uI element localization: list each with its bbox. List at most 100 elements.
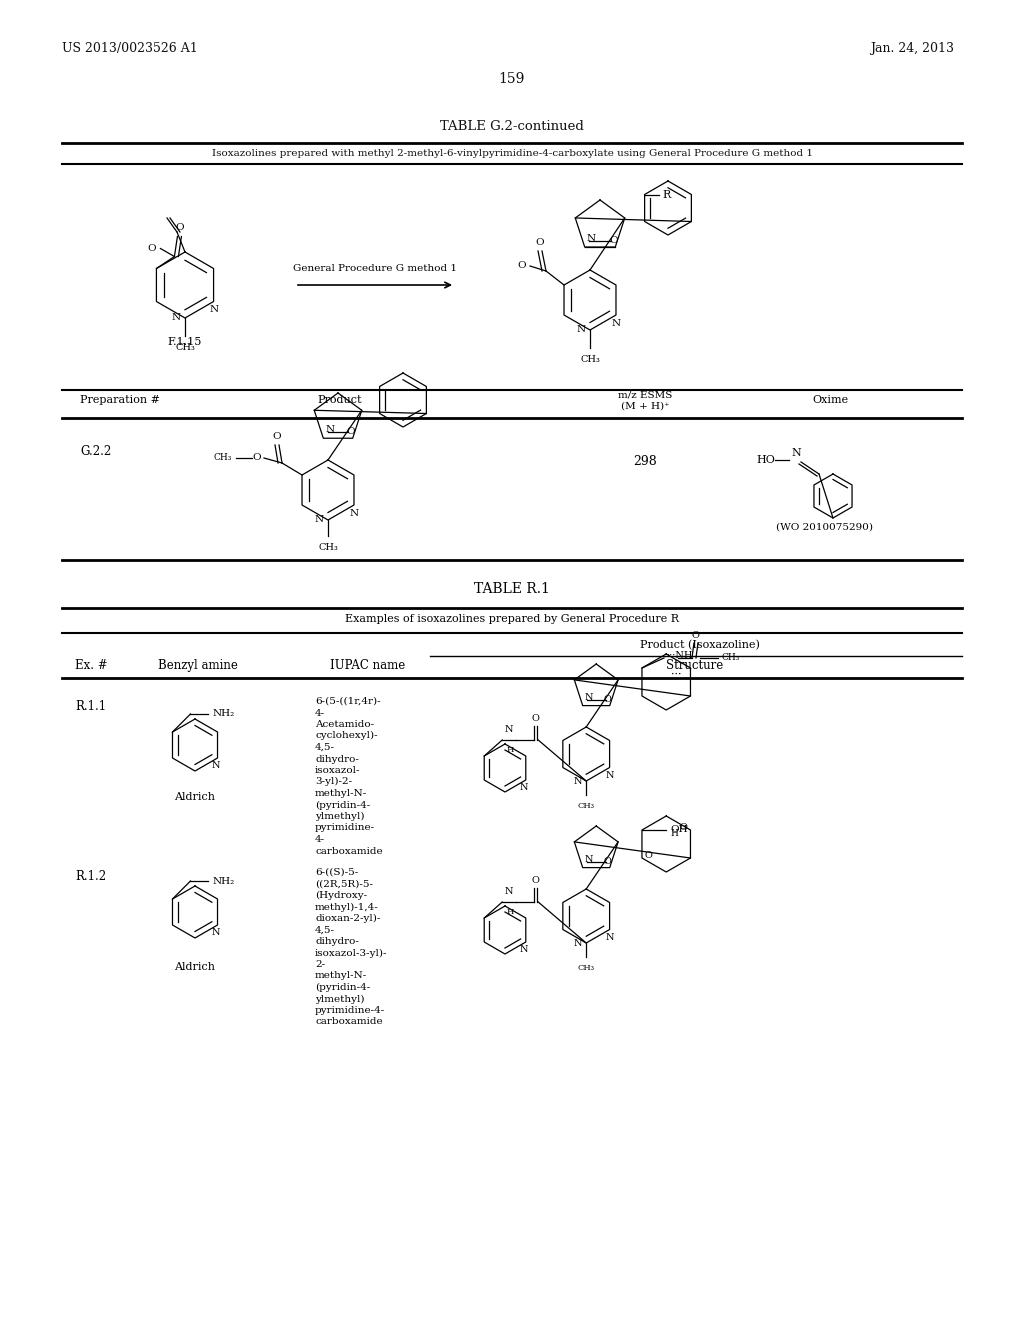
- Text: 159: 159: [499, 73, 525, 86]
- Text: pyrimidine-: pyrimidine-: [315, 824, 375, 833]
- Text: ···NH: ···NH: [666, 652, 692, 660]
- Text: CH₃: CH₃: [175, 343, 195, 352]
- Text: methyl)-1,4-: methyl)-1,4-: [315, 903, 379, 912]
- Text: O: O: [680, 824, 687, 833]
- Text: TABLE G.2-continued: TABLE G.2-continued: [440, 120, 584, 133]
- Text: Jan. 24, 2013: Jan. 24, 2013: [870, 42, 954, 55]
- Text: 4-: 4-: [315, 836, 326, 843]
- Text: O: O: [691, 631, 699, 640]
- Text: methyl-N-: methyl-N-: [315, 789, 368, 799]
- Text: Aldrich: Aldrich: [174, 792, 215, 803]
- Text: Preparation #: Preparation #: [80, 395, 160, 405]
- Text: OH: OH: [670, 825, 687, 834]
- Text: 2-: 2-: [315, 960, 326, 969]
- Text: dihydro-: dihydro-: [315, 937, 358, 946]
- Text: 4,5-: 4,5-: [315, 743, 335, 752]
- Text: Examples of isoxazolines prepared by General Procedure R: Examples of isoxazolines prepared by Gen…: [345, 614, 679, 624]
- Text: isoxazol-: isoxazol-: [315, 766, 360, 775]
- Text: N: N: [611, 319, 621, 327]
- Text: N: N: [605, 933, 613, 942]
- Text: CH₃: CH₃: [318, 543, 338, 552]
- Text: carboxamide: carboxamide: [315, 846, 383, 855]
- Text: Structure: Structure: [667, 659, 724, 672]
- Text: O: O: [531, 714, 540, 723]
- Text: (pyridin-4-: (pyridin-4-: [315, 800, 371, 809]
- Text: dihydro-: dihydro-: [315, 755, 358, 763]
- Text: Product: Product: [317, 395, 362, 405]
- Text: H: H: [507, 908, 514, 916]
- Text: IUPAC name: IUPAC name: [331, 659, 406, 672]
- Text: Oxime: Oxime: [812, 395, 848, 405]
- Text: O: O: [604, 694, 611, 704]
- Text: O: O: [252, 454, 261, 462]
- Text: O: O: [272, 432, 282, 441]
- Text: CH₃: CH₃: [578, 803, 595, 810]
- Text: N: N: [791, 447, 801, 458]
- Text: ···: ···: [671, 671, 682, 680]
- Text: N: N: [505, 887, 513, 896]
- Text: Acetamido-: Acetamido-: [315, 719, 374, 729]
- Text: N: N: [326, 425, 335, 434]
- Text: N: N: [573, 939, 583, 948]
- Text: O: O: [609, 236, 617, 246]
- Text: F.1.15: F.1.15: [168, 337, 202, 347]
- Text: (WO 2010075290): (WO 2010075290): [776, 523, 873, 532]
- Text: O: O: [531, 876, 540, 884]
- Text: dioxan-2-yl)-: dioxan-2-yl)-: [315, 913, 380, 923]
- Text: NH₂: NH₂: [213, 710, 234, 718]
- Text: Product (Isoxazoline): Product (Isoxazoline): [640, 640, 760, 649]
- Text: O: O: [645, 851, 653, 861]
- Text: US 2013/0023526 A1: US 2013/0023526 A1: [62, 42, 198, 55]
- Text: ylmethyl): ylmethyl): [315, 994, 365, 1003]
- Text: N: N: [587, 234, 596, 243]
- Text: N: N: [349, 510, 358, 517]
- Text: HO: HO: [756, 455, 775, 465]
- Text: N: N: [172, 314, 181, 322]
- Text: CH₃: CH₃: [578, 964, 595, 972]
- Text: N: N: [577, 326, 586, 334]
- Text: (pyridin-4-: (pyridin-4-: [315, 983, 371, 993]
- Text: cyclohexyl)-: cyclohexyl)-: [315, 731, 378, 741]
- Text: CH₃: CH₃: [214, 454, 232, 462]
- Text: O: O: [536, 238, 545, 247]
- Text: ylmethyl): ylmethyl): [315, 812, 365, 821]
- Text: O: O: [346, 428, 355, 436]
- Text: Ex. #: Ex. #: [75, 659, 108, 672]
- Text: pyrimidine-4-: pyrimidine-4-: [315, 1006, 385, 1015]
- Text: N: N: [605, 771, 613, 780]
- Text: carboxamide: carboxamide: [315, 1018, 383, 1027]
- Text: CH₃: CH₃: [580, 355, 600, 364]
- Text: methyl-N-: methyl-N-: [315, 972, 368, 981]
- Text: Isoxazolines prepared with methyl 2-methyl-6-vinylpyrimidine-4-carboxylate using: Isoxazolines prepared with methyl 2-meth…: [212, 149, 812, 158]
- Text: N: N: [505, 725, 513, 734]
- Text: 4,5-: 4,5-: [315, 925, 335, 935]
- Text: N: N: [585, 854, 593, 863]
- Text: 3-yl)-2-: 3-yl)-2-: [315, 777, 352, 787]
- Text: N: N: [585, 693, 593, 702]
- Text: General Procedure G method 1: General Procedure G method 1: [293, 264, 457, 273]
- Text: NH₂: NH₂: [213, 876, 234, 886]
- Text: O: O: [147, 244, 157, 253]
- Text: m/z ESMS: m/z ESMS: [617, 391, 672, 400]
- Text: (M + H)⁺: (M + H)⁺: [621, 403, 670, 411]
- Text: N: N: [209, 305, 218, 314]
- Text: 298: 298: [633, 455, 656, 469]
- Text: R.1.1: R.1.1: [75, 700, 106, 713]
- Text: G.2.2: G.2.2: [80, 445, 112, 458]
- Text: R: R: [663, 190, 671, 199]
- Text: Benzyl amine: Benzyl amine: [158, 659, 238, 672]
- Text: O: O: [175, 223, 183, 232]
- Text: 6-(5-((1r,4r)-: 6-(5-((1r,4r)-: [315, 697, 381, 706]
- Text: N: N: [211, 762, 220, 770]
- Text: H: H: [507, 746, 514, 754]
- Text: N: N: [519, 783, 528, 792]
- Text: 6-((S)-5-: 6-((S)-5-: [315, 869, 358, 876]
- Text: Aldrich: Aldrich: [174, 962, 215, 972]
- Text: R.1.2: R.1.2: [75, 870, 106, 883]
- Text: H: H: [671, 829, 678, 838]
- Text: N: N: [314, 516, 324, 524]
- Text: N: N: [573, 776, 583, 785]
- Text: CH₃: CH₃: [722, 653, 740, 663]
- Text: N: N: [519, 945, 528, 954]
- Text: TABLE R.1: TABLE R.1: [474, 582, 550, 597]
